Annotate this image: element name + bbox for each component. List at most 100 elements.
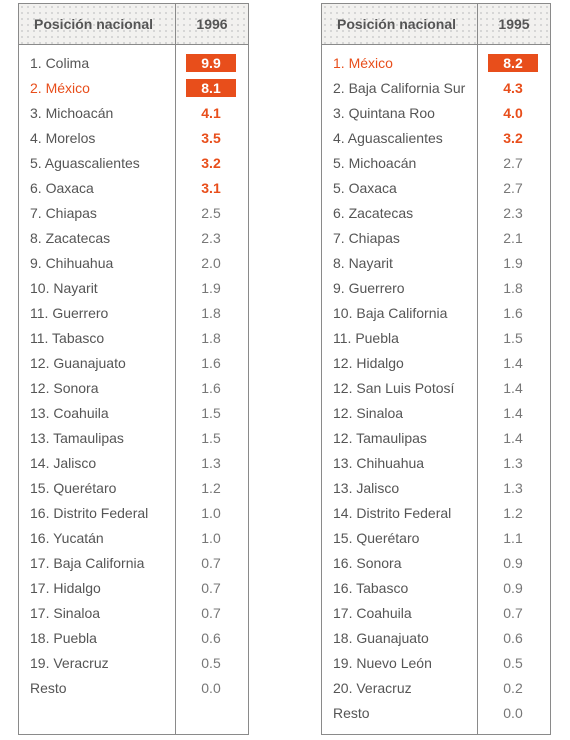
state-name: 17. Baja California <box>30 555 145 571</box>
table-row: 16. Sonora 0.9 <box>322 551 550 576</box>
state-name: 11. Puebla <box>333 330 399 346</box>
table-row: 1. Colima 9.9 <box>19 51 248 76</box>
state-value: 2.7 <box>503 180 523 196</box>
state-value: 1.3 <box>201 455 221 471</box>
state-value: 1.2 <box>503 505 523 521</box>
state-name: 5. Aguascalientes <box>30 155 140 171</box>
state-name: 12. Sinaloa <box>333 405 404 421</box>
table-row: 8. Zacatecas 2.3 <box>19 226 248 251</box>
state-name: 16. Yucatán <box>30 530 104 546</box>
state-name: 17. Coahuila <box>333 605 412 621</box>
state-value: 1.0 <box>201 505 221 521</box>
state-value: 0.7 <box>201 605 221 621</box>
state-name: 4. Aguascalientes <box>333 130 443 146</box>
table-row: 10. Baja California 1.6 <box>322 301 550 326</box>
state-value: 1.0 <box>201 530 221 546</box>
state-value: 1.8 <box>201 305 221 321</box>
state-name: 4. Morelos <box>30 130 96 146</box>
state-name: 2. Baja California Sur <box>333 80 466 96</box>
table-row: 11. Guerrero 1.8 <box>19 301 248 326</box>
header-year: 1995 <box>498 16 530 32</box>
state-name: 19. Nuevo León <box>333 655 432 671</box>
table-row: 12. Guanajuato 1.6 <box>19 351 248 376</box>
table-row: 9. Guerrero 1.8 <box>322 276 550 301</box>
state-value: 0.0 <box>503 705 523 721</box>
state-value: 1.9 <box>201 280 221 296</box>
state-name: 14. Jalisco <box>30 455 97 471</box>
state-value: 1.4 <box>503 430 523 446</box>
table-row: 14. Distrito Federal 1.2 <box>322 501 550 526</box>
table-row: 13. Jalisco 1.3 <box>322 476 550 501</box>
table-row: 17. Coahuila 0.7 <box>322 601 550 626</box>
table-row: 15. Querétaro 1.2 <box>19 476 248 501</box>
state-value: 1.8 <box>201 330 221 346</box>
state-name: 11. Guerrero <box>30 305 109 321</box>
state-name: 6. Oaxaca <box>30 180 94 196</box>
table-row: Resto 0.0 <box>322 701 550 726</box>
state-name: 12. Guanajuato <box>30 355 126 371</box>
state-name: 16. Distrito Federal <box>30 505 149 521</box>
table-row: 2. México 8.1 <box>19 76 248 101</box>
state-name: 7. Chiapas <box>333 230 400 246</box>
state-name: Resto <box>30 680 67 696</box>
state-value: 1.3 <box>503 480 523 496</box>
state-value: 3.1 <box>201 180 221 196</box>
state-value: 2.7 <box>503 155 523 171</box>
state-value: 0.5 <box>201 655 221 671</box>
state-value: 1.4 <box>503 355 523 371</box>
table-header: Posición nacional 1995 <box>322 4 550 45</box>
state-value: 4.1 <box>201 105 221 121</box>
state-name: 20. Veracruz <box>333 680 412 696</box>
state-name: 9. Guerrero <box>333 280 405 296</box>
table-row: 19. Veracruz 0.5 <box>19 651 248 676</box>
table-row: 13. Coahuila 1.5 <box>19 401 248 426</box>
state-value: 2.0 <box>201 255 221 271</box>
table-row: 11. Puebla 1.5 <box>322 326 550 351</box>
state-name: Resto <box>333 705 370 721</box>
state-value: 1.6 <box>201 355 221 371</box>
column-divider <box>175 4 176 734</box>
state-name: 18. Guanajuato <box>333 630 429 646</box>
state-name: 13. Jalisco <box>333 480 400 496</box>
state-name: 18. Puebla <box>30 630 97 646</box>
state-name: 5. Michoacán <box>333 155 417 171</box>
state-value: 3.2 <box>503 130 523 146</box>
table-row: 19. Nuevo León 0.5 <box>322 651 550 676</box>
table-row: 9. Chihuahua 2.0 <box>19 251 248 276</box>
state-value: 2.1 <box>503 230 523 246</box>
state-name: 12. Hidalgo <box>333 355 404 371</box>
state-value: 8.1 <box>186 79 236 97</box>
state-value: 1.5 <box>201 405 221 421</box>
state-name: 19. Veracruz <box>30 655 109 671</box>
state-value: 3.2 <box>201 155 221 171</box>
state-value: 0.7 <box>201 580 221 596</box>
state-name: 8. Nayarit <box>333 255 393 271</box>
table-row: 14. Jalisco 1.3 <box>19 451 248 476</box>
table-row: 11. Tabasco 1.8 <box>19 326 248 351</box>
table-row: 18. Guanajuato 0.6 <box>322 626 550 651</box>
ranking-table-1996: Posición nacional 1996 1. Colima 9.9 2. Mé… <box>18 3 249 735</box>
state-name: 15. Querétaro <box>30 480 117 496</box>
table-row: 4. Aguascalientes 3.2 <box>322 126 550 151</box>
state-name: 16. Tabasco <box>333 580 409 596</box>
state-name: 1. Colima <box>30 55 90 71</box>
state-value: 3.5 <box>201 130 221 146</box>
table-row: 18. Puebla 0.6 <box>19 626 248 651</box>
state-name: 13. Coahuila <box>30 405 109 421</box>
state-value: 0.9 <box>503 555 523 571</box>
column-divider <box>477 4 478 734</box>
table-row: 20. Veracruz 0.2 <box>322 676 550 701</box>
state-name: 5. Oaxaca <box>333 180 397 196</box>
state-name: 3. Quintana Roo <box>333 105 435 121</box>
state-name: 12. Tamaulipas <box>333 430 427 446</box>
state-name: 10. Baja California <box>333 305 448 321</box>
state-value: 1.9 <box>503 255 523 271</box>
state-name: 9. Chihuahua <box>30 255 114 271</box>
state-value: 1.1 <box>503 530 523 546</box>
table-row: 3. Quintana Roo 4.0 <box>322 101 550 126</box>
state-name: 13. Tamaulipas <box>30 430 124 446</box>
state-value: 9.9 <box>186 54 236 72</box>
state-value: 0.6 <box>201 630 221 646</box>
state-name: 10. Nayarit <box>30 280 98 296</box>
state-name: 17. Hidalgo <box>30 580 101 596</box>
